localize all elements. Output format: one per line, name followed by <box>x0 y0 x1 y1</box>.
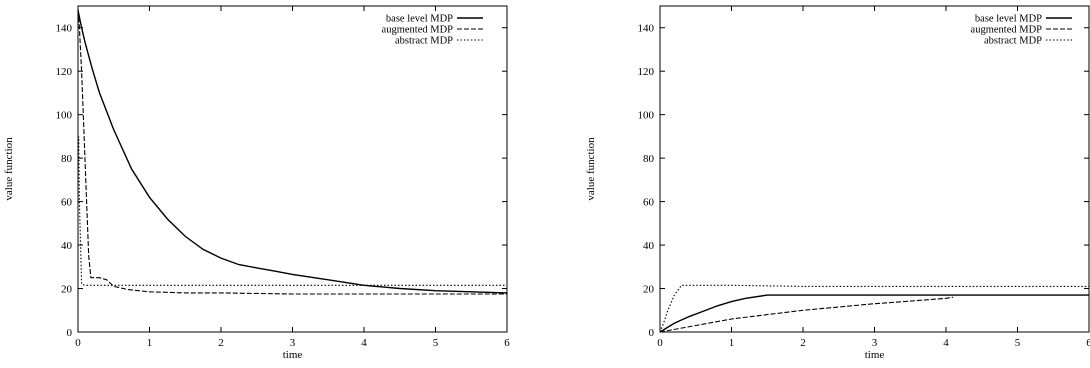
chart0-legend-label: augmented MDP <box>382 25 454 36</box>
chart1-x-tick-label: 4 <box>943 337 949 349</box>
chart0-y-tick-label: 140 <box>56 23 73 35</box>
chart0-x-tick-label: 3 <box>290 337 296 349</box>
chart0-plot-frame <box>77 5 508 333</box>
chart1-series-augmented-mdp <box>659 296 954 333</box>
chart0-y-tick-label: 40 <box>61 240 73 252</box>
chart1-legend-label: abstract MDP <box>984 36 1042 47</box>
chart1-y-tick-label: 140 <box>638 23 655 35</box>
chart1-x-tick-label: 1 <box>729 337 735 349</box>
chart1-y-tick-label: 80 <box>643 153 655 165</box>
chart0-x-tick-label: 0 <box>75 337 81 349</box>
chart0-y-tick-label: 100 <box>56 110 73 122</box>
chart0-x-tick-label: 2 <box>218 337 224 349</box>
chart0-x-tick-label: 6 <box>504 337 510 349</box>
chart0-x-tick-label: 5 <box>433 337 439 349</box>
chart0-legend-label: base level MDP <box>386 14 453 25</box>
chart1-y-tick-label: 0 <box>649 327 655 339</box>
chart0-y-tick-label: 0 <box>67 327 73 339</box>
chart0-x-tick-label: 1 <box>147 337 153 349</box>
chart1-series-base-level-mdp <box>659 294 1089 333</box>
chart1-x-tick-label: 2 <box>800 337 806 349</box>
chart0-series-augmented-mdp <box>77 10 507 295</box>
chart0-legend-label: abstract MDP <box>395 36 453 47</box>
chart1-x-axis-title: time <box>865 349 885 361</box>
chart1-x-tick-label: 5 <box>1015 337 1021 349</box>
chart1-x-tick-label: 6 <box>1086 337 1090 349</box>
chart0-y-tick-label: 20 <box>61 284 73 296</box>
chart0-series-base-level-mdp <box>77 10 508 294</box>
chart0-y-axis-title: value function <box>3 137 15 201</box>
chart1-y-tick-label: 20 <box>643 284 655 296</box>
chart1-series-abstract-mdp <box>659 284 1089 333</box>
chart1-y-axis-title: value function <box>585 137 597 201</box>
chart1-y-tick-label: 120 <box>638 66 655 78</box>
chart1-x-tick-label: 0 <box>657 337 663 349</box>
chart1-legend-label: base level MDP <box>975 14 1042 25</box>
chart0-x-axis-title: time <box>283 349 303 361</box>
chart1-y-tick-label: 60 <box>643 197 655 209</box>
chart1-legend-label: augmented MDP <box>971 25 1043 36</box>
chart1-y-tick-label: 40 <box>643 240 655 252</box>
chart0-y-tick-label: 60 <box>61 197 73 209</box>
chart1-plot-frame <box>659 5 1090 333</box>
chart0-x-tick-label: 4 <box>361 337 367 349</box>
chart1-x-tick-label: 3 <box>872 337 878 349</box>
chart1-y-tick-label: 100 <box>638 110 655 122</box>
chart0-y-tick-label: 80 <box>61 153 73 165</box>
chart0-y-tick-label: 120 <box>56 66 73 78</box>
chart0-series-abstract-mdp <box>77 136 507 286</box>
